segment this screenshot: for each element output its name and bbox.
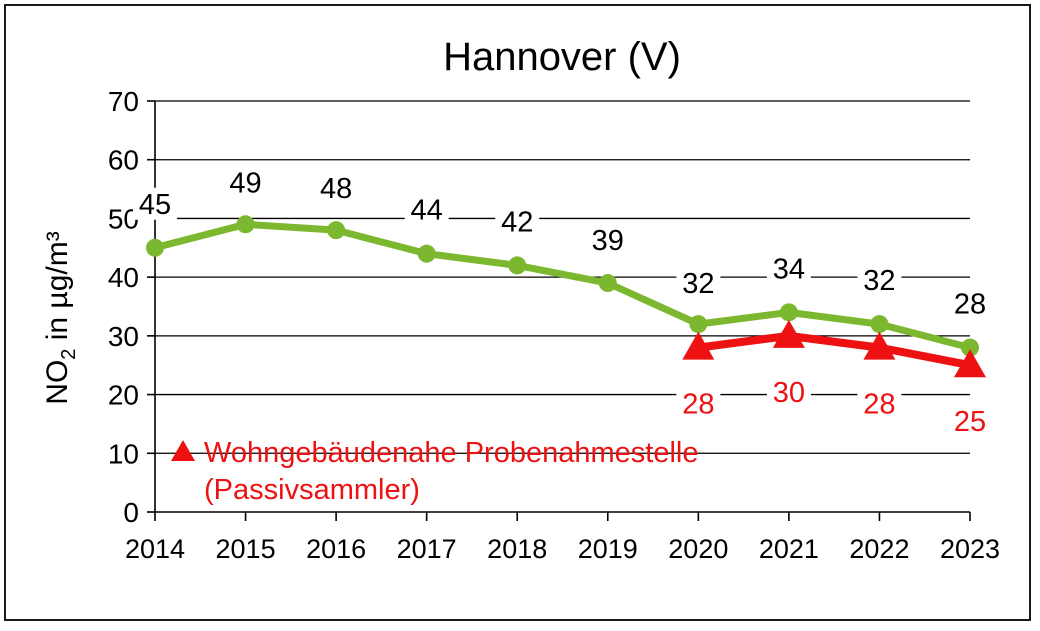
series-line-messstation	[154, 220, 971, 351]
data-label-passivsammler-2021-bg	[766, 375, 811, 408]
y-axis-label-sub: 2	[58, 349, 80, 360]
point-passivsammler-2023	[954, 349, 986, 378]
data-label-messstation-2017: 44	[411, 195, 443, 227]
data-label-passivsammler-2022-bg	[857, 387, 902, 420]
data-label-messstation-2015: 49	[229, 167, 261, 199]
data-label-messstation-2014: 45	[139, 189, 171, 221]
data-label-passivsammler-2020-bg	[676, 387, 721, 420]
y-tick-label-30: 30	[108, 321, 139, 352]
point-messstation-2015	[236, 215, 255, 234]
data-label-messstation-2022: 32	[863, 265, 895, 297]
y-axis-label-rest: in µg/m³	[41, 231, 74, 348]
data-label-messstation-2018: 42	[501, 206, 533, 238]
legend: Wohngebäudenahe Probenahmestelle (Passiv…	[171, 437, 698, 506]
point-messstation-2020	[689, 315, 708, 334]
point-messstation-2017	[417, 244, 436, 263]
point-messstation-2023	[961, 338, 979, 357]
data-label-messstation-2020-bg	[676, 267, 721, 300]
x-tick-label-2015: 2015	[216, 534, 276, 564]
data-label-messstation-2019-bg	[585, 224, 630, 257]
data-label-messstation-2021: 34	[773, 253, 805, 285]
x-tick-label-2021: 2021	[759, 534, 819, 564]
data-label-passivsammler-2021: 30	[773, 377, 805, 409]
x-tick-label-2018: 2018	[487, 534, 547, 564]
point-messstation-2018	[508, 256, 527, 275]
x-tick-label-2014: 2014	[125, 534, 185, 564]
chart-title: Hannover (V)	[443, 35, 681, 79]
data-label-messstation-2023-bg	[948, 287, 992, 320]
y-axis-label-main: NO	[41, 360, 74, 405]
x-tick-label-2023: 2023	[940, 534, 1000, 564]
y-tick-label-60: 60	[108, 145, 139, 176]
data-label-messstation-2021-bg	[766, 252, 811, 285]
data-label-messstation-2023: 28	[954, 289, 986, 321]
data-label-messstation-2014-bg	[133, 187, 177, 220]
data-label-passivsammler-2023: 25	[954, 406, 986, 438]
data-label-messstation-2017-bg	[404, 193, 449, 226]
y-tick-label-0: 0	[123, 497, 139, 528]
data-label-messstation-2019: 39	[592, 225, 624, 257]
y-tick-label-10: 10	[108, 438, 139, 469]
legend-label-line2: (Passivsammler)	[204, 474, 420, 506]
series-line-passivsammler	[697, 331, 971, 370]
y-axis-label: NO2 in µg/m³	[41, 231, 80, 404]
legend-label-line1: Wohngebäudenahe Probenahmestelle	[204, 437, 698, 469]
x-tick-label-2017: 2017	[397, 534, 457, 564]
data-label-messstation-2016: 48	[320, 173, 352, 205]
data-label-messstation-2015-bg	[223, 166, 268, 199]
data-label-passivsammler-2020: 28	[682, 389, 714, 421]
x-tick-label-2020: 2020	[668, 534, 728, 564]
point-passivsammler-2020	[682, 331, 715, 360]
data-label-messstation-2016-bg	[314, 172, 359, 205]
x-tick-label-2019: 2019	[578, 534, 638, 564]
data-label-messstation-2020: 32	[682, 268, 714, 300]
y-tick-label-70: 70	[108, 86, 139, 117]
point-messstation-2021	[779, 303, 798, 322]
point-messstation-2019	[598, 274, 617, 293]
y-tick-label-20: 20	[108, 380, 139, 411]
point-passivsammler-2022	[863, 331, 896, 360]
x-tick-label-2022: 2022	[849, 534, 909, 564]
data-label-passivsammler-2023-bg	[948, 405, 992, 438]
point-messstation-2014	[146, 238, 164, 257]
point-messstation-2022	[870, 315, 889, 334]
data-label-messstation-2022-bg	[857, 264, 902, 297]
data-label-passivsammler-2022: 28	[863, 389, 895, 421]
point-passivsammler-2021	[772, 319, 805, 348]
legend-triangle-marker	[171, 440, 195, 461]
data-label-messstation-2018-bg	[495, 205, 540, 238]
y-tick-label-40: 40	[108, 262, 139, 293]
x-tick-label-2016: 2016	[306, 534, 366, 564]
point-messstation-2016	[327, 221, 346, 240]
